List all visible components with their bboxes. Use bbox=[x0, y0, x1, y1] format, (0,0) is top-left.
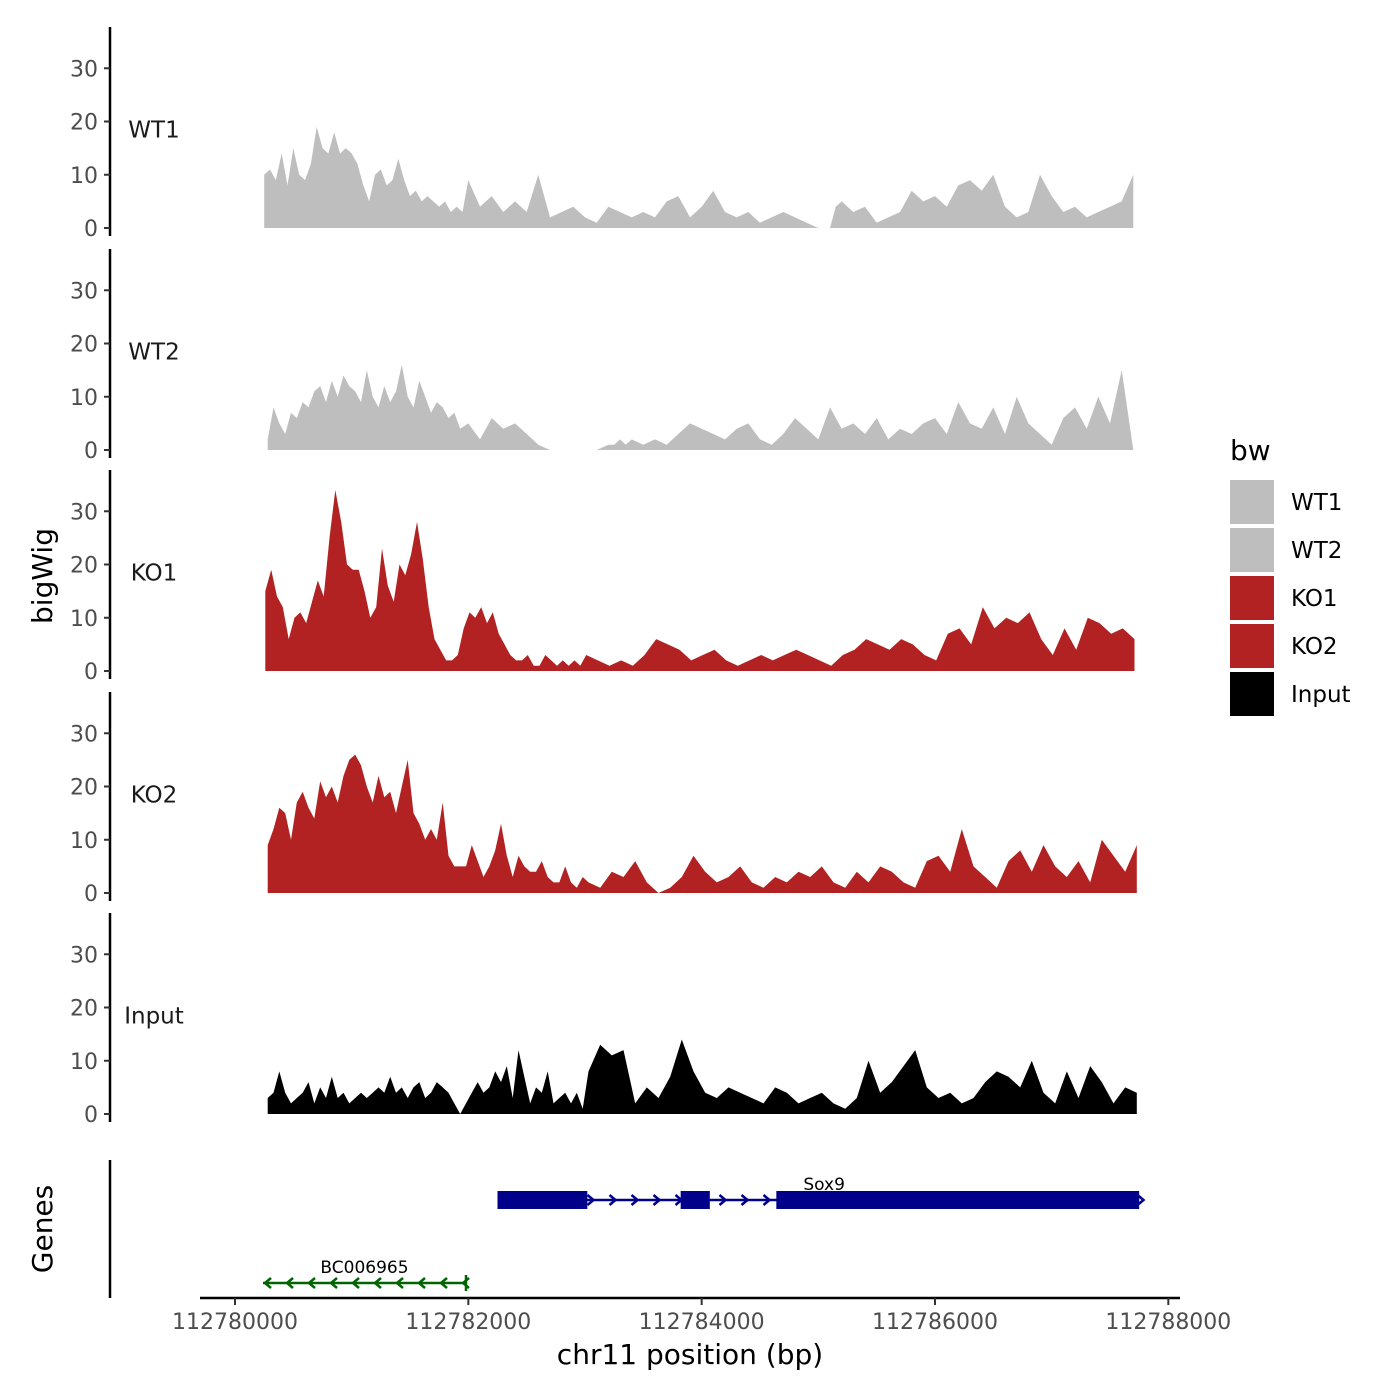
y-tick-label: 30 bbox=[70, 943, 98, 968]
y-tick-label: 10 bbox=[70, 164, 98, 189]
y-tick-label: 20 bbox=[70, 997, 98, 1022]
y-tick-label: 0 bbox=[84, 660, 98, 685]
strand-chevron bbox=[718, 1194, 728, 1206]
y-tick-label: 0 bbox=[84, 217, 98, 242]
legend-entry-wt1: WT1 bbox=[1230, 480, 1342, 524]
track-label-wt2: WT2 bbox=[128, 339, 179, 365]
y-tick-label: 30 bbox=[70, 57, 98, 82]
signal-area-ko2 bbox=[267, 754, 1137, 893]
legend-label: WT1 bbox=[1291, 490, 1342, 516]
legend-label: Input bbox=[1291, 682, 1351, 708]
strand-chevron bbox=[762, 1194, 772, 1206]
signal-area-ko1 bbox=[265, 490, 1135, 671]
y-tick-label: 10 bbox=[70, 829, 98, 854]
track-label-ko2: KO2 bbox=[131, 782, 178, 808]
x-tick-label: 112788000 bbox=[1105, 1310, 1231, 1335]
strand-chevron bbox=[439, 1277, 448, 1289]
x-tick-label: 112782000 bbox=[405, 1310, 531, 1335]
exon bbox=[680, 1191, 710, 1209]
y-tick-label: 30 bbox=[70, 722, 98, 747]
gene-bc006965: BC006965 bbox=[263, 1258, 470, 1291]
y-axis-title: bigWig bbox=[26, 528, 59, 624]
y-tick-label: 10 bbox=[70, 386, 98, 411]
track-ko2: 0 10 20 30 KO2 bbox=[70, 692, 1137, 907]
x-tick-label: 112780000 bbox=[172, 1310, 298, 1335]
strand-chevron bbox=[329, 1277, 338, 1289]
track-label-input: Input bbox=[124, 1003, 184, 1029]
bigwig-tracks: 0 10 20 30 WT1 0 10 20 30 WT2 0 10 20 30 KO1 0 10 20 30 KO2… bbox=[70, 27, 1137, 1128]
strand-chevron bbox=[417, 1277, 426, 1289]
legend-swatch bbox=[1230, 624, 1274, 668]
y-tick-label: 20 bbox=[70, 333, 98, 358]
strand-chevron bbox=[586, 1194, 596, 1206]
legend-label: KO2 bbox=[1291, 634, 1338, 660]
strand-chevron bbox=[285, 1277, 294, 1289]
legend-label: WT2 bbox=[1291, 538, 1342, 564]
track-wt1: 0 10 20 30 WT1 bbox=[70, 27, 1134, 242]
y-tick-label: 20 bbox=[70, 554, 98, 579]
strand-chevron bbox=[395, 1277, 404, 1289]
exon bbox=[776, 1191, 1140, 1209]
exon bbox=[497, 1191, 588, 1209]
y-tick-label: 20 bbox=[70, 776, 98, 801]
track-input: 0 10 20 30 Input bbox=[70, 913, 1137, 1128]
legend-title: bw bbox=[1230, 434, 1271, 467]
legend-swatch bbox=[1230, 672, 1274, 716]
signal-area-wt1 bbox=[264, 126, 1134, 228]
legend-entry-input: Input bbox=[1230, 672, 1351, 716]
y-tick-label: 10 bbox=[70, 1050, 98, 1075]
legend-swatch bbox=[1230, 480, 1274, 524]
y-tick-label: 20 bbox=[70, 111, 98, 136]
y-tick-label: 30 bbox=[70, 500, 98, 525]
strand-chevron bbox=[351, 1277, 360, 1289]
gene-label: Sox9 bbox=[803, 1175, 845, 1195]
genes-panel: Sox9 BC006965 bbox=[108, 1160, 1146, 1298]
signal-area-wt2 bbox=[267, 364, 1134, 450]
y-tick-label: 0 bbox=[84, 1103, 98, 1128]
track-label-ko1: KO1 bbox=[131, 560, 178, 586]
strand-chevron bbox=[373, 1277, 382, 1289]
strand-chevron bbox=[630, 1194, 640, 1206]
y-tick-label: 10 bbox=[70, 607, 98, 632]
x-tick-label: 112786000 bbox=[872, 1310, 998, 1335]
x-axis: 112780000 112782000 112784000 112786000 1127… bbox=[172, 1296, 1231, 1335]
legend-entry-wt2: WT2 bbox=[1230, 528, 1342, 572]
y-tick-label: 0 bbox=[84, 439, 98, 464]
strand-chevron bbox=[652, 1194, 662, 1206]
legend: WT1 WT2 KO1 KO2 Input bbox=[1230, 480, 1351, 716]
signal-area-input bbox=[267, 1039, 1137, 1114]
strand-chevron bbox=[263, 1277, 272, 1289]
genes-axis-title: Genes bbox=[26, 1185, 59, 1273]
legend-entry-ko1: KO1 bbox=[1230, 576, 1338, 620]
legend-swatch bbox=[1230, 528, 1274, 572]
track-wt2: 0 10 20 30 WT2 bbox=[70, 249, 1134, 464]
track-label-wt1: WT1 bbox=[128, 117, 179, 143]
strand-chevron bbox=[307, 1277, 316, 1289]
gene-label: BC006965 bbox=[320, 1258, 408, 1278]
strand-chevron bbox=[608, 1194, 618, 1206]
x-tick-label: 112784000 bbox=[639, 1310, 765, 1335]
legend-label: KO1 bbox=[1291, 586, 1338, 612]
strand-chevron bbox=[1136, 1194, 1146, 1206]
x-axis-title: chr11 position (bp) bbox=[557, 1338, 823, 1371]
strand-chevron bbox=[740, 1194, 750, 1206]
y-tick-label: 30 bbox=[70, 279, 98, 304]
track-ko1: 0 10 20 30 KO1 bbox=[70, 470, 1135, 685]
y-tick-label: 0 bbox=[84, 882, 98, 907]
legend-swatch bbox=[1230, 576, 1274, 620]
gene-sox9: Sox9 bbox=[497, 1175, 1146, 1209]
legend-entry-ko2: KO2 bbox=[1230, 624, 1338, 668]
